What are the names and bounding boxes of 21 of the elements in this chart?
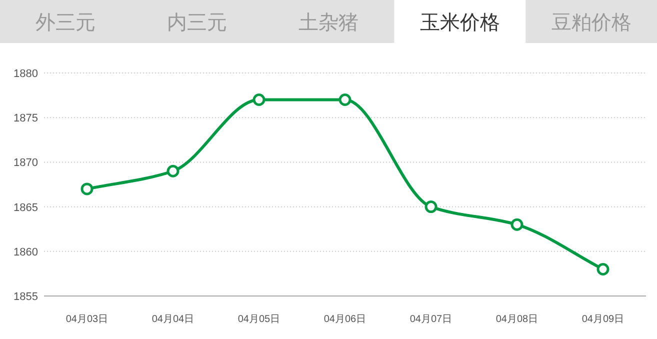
point — [424, 200, 438, 214]
point — [338, 94, 352, 106]
x-tick-label: 04月04日 — [152, 314, 194, 325]
point — [596, 262, 610, 276]
x-tick-label: 04月07日 — [410, 314, 452, 325]
point — [510, 218, 524, 231]
point — [252, 94, 266, 106]
x-tick-label: 04月06日 — [324, 314, 366, 325]
point — [166, 164, 180, 178]
y-tick-label: 1855 — [14, 291, 38, 303]
y-tick-label: 1860 — [14, 246, 38, 258]
y-tick-label: 1870 — [14, 157, 38, 170]
y-tick-label: 1865 — [14, 202, 38, 214]
y-tick-label: 1880 — [14, 68, 38, 80]
chart-title: 玉米价格 — [420, 12, 500, 34]
x-tick-label: 04月03日 — [66, 314, 108, 325]
y-tick-label: 1875 — [14, 112, 38, 125]
x-tick-label: 04月08日 — [496, 314, 538, 325]
point — [80, 182, 94, 196]
x-tick-label: 04月05日 — [238, 314, 280, 325]
x-tick-label: 04月09日 — [582, 314, 624, 325]
